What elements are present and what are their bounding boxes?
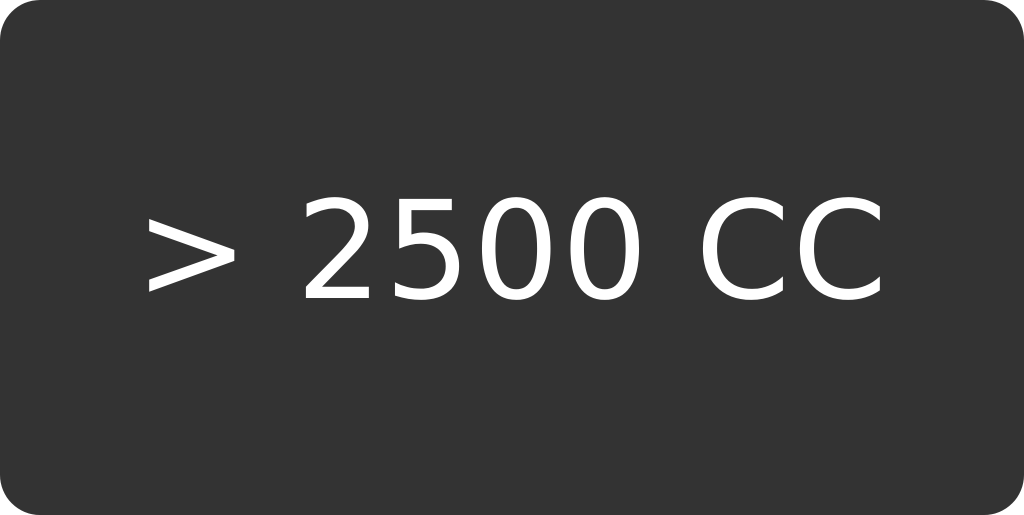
chip-label: > 2500 CC bbox=[134, 172, 890, 331]
